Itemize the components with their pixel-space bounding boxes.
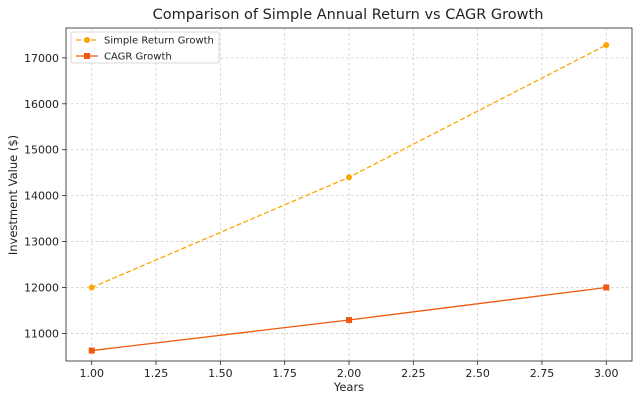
y-tick-label: 17000 bbox=[24, 52, 59, 65]
x-tick-label: 3.00 bbox=[594, 367, 619, 380]
x-tick-label: 2.00 bbox=[337, 367, 362, 380]
simple-return-growth-line bbox=[91, 44, 607, 289]
simple-return-growth-point bbox=[603, 41, 610, 48]
legend-marker-cagr-growth bbox=[84, 53, 90, 59]
simple-return-growth-point bbox=[88, 284, 95, 291]
y-tick-label: 13000 bbox=[24, 236, 59, 249]
x-axis-label: Years bbox=[333, 380, 364, 394]
x-tick-label: 1.50 bbox=[208, 367, 233, 380]
x-tick-label: 2.50 bbox=[465, 367, 490, 380]
y-axis-label: Investment Value ($) bbox=[6, 135, 20, 255]
chart-title: Comparison of Simple Annual Return vs CA… bbox=[153, 7, 544, 23]
y-tick-label: 14000 bbox=[24, 190, 59, 203]
x-tick-label: 1.75 bbox=[272, 367, 297, 380]
y-tick-label: 15000 bbox=[24, 144, 59, 157]
cagr-growth-point bbox=[603, 284, 610, 291]
cagr-growth-point bbox=[346, 316, 352, 323]
legend-marker-simple-return-growth bbox=[84, 37, 90, 43]
x-tick-label: 1.25 bbox=[144, 367, 169, 380]
axis-ticks: 1.00 1.25 1.50 1.75 2.00 2.25 2.50 2.75 3.00 1100… bbox=[24, 52, 619, 380]
y-tick-label: 16000 bbox=[24, 98, 59, 111]
legend-box bbox=[70, 31, 220, 64]
x-tick-label: 2.75 bbox=[530, 367, 555, 380]
legend: Simple Return Growth CAGR Growth bbox=[70, 31, 220, 64]
simple-return-growth-point bbox=[346, 174, 352, 181]
grid bbox=[66, 28, 632, 361]
y-tick-label: 12000 bbox=[24, 282, 59, 295]
cagr-growth-point bbox=[88, 347, 95, 354]
legend-label-simple-return-growth: Simple Return Growth bbox=[104, 36, 214, 47]
x-tick-label: 2.25 bbox=[401, 367, 426, 380]
legend-label-cagr-growth: CAGR Growth bbox=[104, 52, 172, 63]
y-tick-label: 11000 bbox=[24, 327, 59, 340]
x-tick-label: 1.00 bbox=[79, 367, 104, 380]
series-layer bbox=[88, 41, 610, 354]
